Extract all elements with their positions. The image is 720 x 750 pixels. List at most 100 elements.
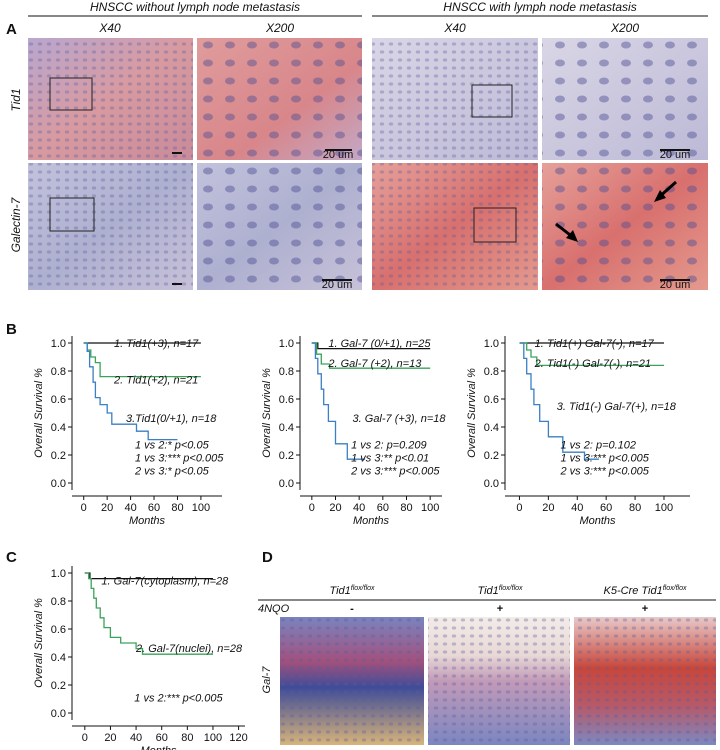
x-tick-label: 60 (148, 502, 160, 514)
row-label: Tid1 (9, 88, 23, 111)
annotation: 1 vs 2: p=0.102 (561, 439, 637, 451)
y-axis-label: Overall Survival % (261, 368, 273, 458)
group-header: HNSCC with lymph node metastasis (443, 0, 636, 14)
genotype-sup: flox/flox (351, 585, 375, 592)
inset-box (471, 84, 513, 118)
scale-label: 20 um (660, 149, 691, 161)
treatment: + (642, 603, 648, 615)
y-tick-label: 0.4 (51, 652, 66, 664)
genotype: K5-Cre Tid1 (604, 585, 663, 597)
scale-label: 20 um (322, 279, 353, 291)
texture (28, 38, 193, 160)
annotation: 1 vs 3:*** p<0.005 (561, 452, 650, 464)
survival-curve (84, 572, 213, 655)
y-tick-label: 0.6 (51, 394, 66, 406)
y-tick-label: 1.0 (51, 338, 66, 350)
treatment: - (350, 603, 354, 615)
x-tick-label: 120 (229, 732, 247, 744)
survival-curve (519, 342, 664, 367)
x-tick-label: 40 (353, 502, 365, 514)
scale-label: 20 um (323, 149, 354, 161)
legend-entry: 3. Tid1(-) Gal-7(+), n=18 (557, 401, 677, 413)
column-header: Tid1flox/flox (477, 585, 523, 597)
legend-entry: 3.Tid1(0/+1), n=18 (126, 413, 217, 425)
y-tick-label: 0.0 (279, 478, 294, 490)
legend-entry: 1. Tid1(+3), n=17 (114, 338, 199, 350)
texture (542, 163, 708, 290)
panel-letter: B (6, 321, 17, 338)
x-tick-label: 100 (204, 732, 222, 744)
annotation: 2 vs 3:*** p<0.005 (350, 465, 440, 477)
x-tick-label: 100 (192, 502, 210, 514)
x-tick-label: 60 (377, 502, 389, 514)
x-tick-label: 20 (101, 502, 113, 514)
y-tick-label: 0.6 (51, 624, 66, 636)
genotype: Tid1 (477, 585, 498, 597)
y-tick-label: 0.0 (51, 708, 66, 720)
x-tick-label: 40 (571, 502, 583, 514)
texture (372, 38, 538, 160)
legend-entry: 2. Tid1(-) Gal-7(-), n=21 (534, 358, 651, 370)
texture (372, 163, 538, 290)
row-label: Gal-7 (261, 666, 273, 694)
x-tick-label: 0 (516, 502, 522, 514)
survival-curve (519, 342, 599, 460)
scale-label: 20 um (660, 279, 691, 291)
texture (197, 163, 362, 290)
inset-box (49, 77, 93, 111)
x-tick-label: 20 (104, 732, 116, 744)
y-tick-label: 0.4 (51, 422, 66, 434)
y-tick-label: 0.0 (484, 478, 499, 490)
x-tick-label: 80 (400, 502, 412, 514)
magnification: X200 (265, 21, 294, 35)
survival-curve (83, 342, 178, 441)
annotation: 1 vs 2: p=0.209 (351, 439, 427, 451)
group-header: HNSCC without lymph node metastasis (90, 0, 300, 14)
x-axis-label: Months (129, 515, 166, 527)
y-tick-label: 0.8 (51, 366, 66, 378)
x-tick-label: 60 (156, 732, 168, 744)
column-header: Tid1flox/flox (329, 585, 375, 597)
magnification: X40 (98, 21, 121, 35)
panel-letter: D (262, 549, 273, 566)
y-tick-label: 1.0 (279, 338, 294, 350)
y-tick-label: 0.4 (279, 422, 294, 434)
panel-letter: C (6, 549, 17, 566)
x-tick-label: 0 (81, 502, 87, 514)
x-tick-label: 40 (124, 502, 136, 514)
x-tick-label: 20 (329, 502, 341, 514)
x-axis-label: Months (140, 745, 177, 750)
texture (197, 38, 362, 160)
column-header: K5-Cre Tid1flox/flox (604, 585, 687, 597)
panel-letter: A (6, 21, 17, 38)
x-tick-label: 20 (542, 502, 554, 514)
treatment-label: 4NQO (258, 603, 290, 615)
y-tick-label: 0.4 (484, 422, 499, 434)
legend-entry: 3. Gal-7 (+3), n=18 (353, 413, 447, 425)
genotype: Tid1 (329, 585, 350, 597)
annotation: 2 vs 3:* p<0.05 (134, 465, 210, 477)
y-tick-label: 1.0 (51, 568, 66, 580)
y-tick-label: 1.0 (484, 338, 499, 350)
magnification: X40 (443, 21, 466, 35)
legend-entry: 1. Gal-7 (0/+1), n=25 (328, 338, 431, 350)
texture (428, 617, 570, 745)
legend-entry: 2. Tid1(+2), n=21 (113, 375, 198, 387)
y-tick-label: 0.0 (51, 478, 66, 490)
legend-entry: 2. Gal-7 (+2), n=13 (327, 358, 422, 370)
survival-curve (311, 342, 431, 369)
x-tick-label: 80 (181, 732, 193, 744)
x-tick-label: 100 (655, 502, 673, 514)
texture (542, 38, 708, 160)
legend-entry: 1. Tid1(+) Gal-7(-), n=17 (535, 338, 655, 350)
y-axis-label: Overall Survival % (33, 598, 45, 688)
legend-entry: 1. Gal-7(cytoplasm), n=28 (101, 575, 229, 587)
x-tick-label: 100 (421, 502, 439, 514)
treatment: + (497, 603, 503, 615)
texture (28, 163, 193, 290)
texture (280, 617, 424, 745)
annotation: 1 vs 3:*** p<0.005 (135, 452, 224, 464)
genotype-sup: flox/flox (499, 585, 523, 592)
annotation: 1 vs 3:** p<0.01 (351, 452, 429, 464)
